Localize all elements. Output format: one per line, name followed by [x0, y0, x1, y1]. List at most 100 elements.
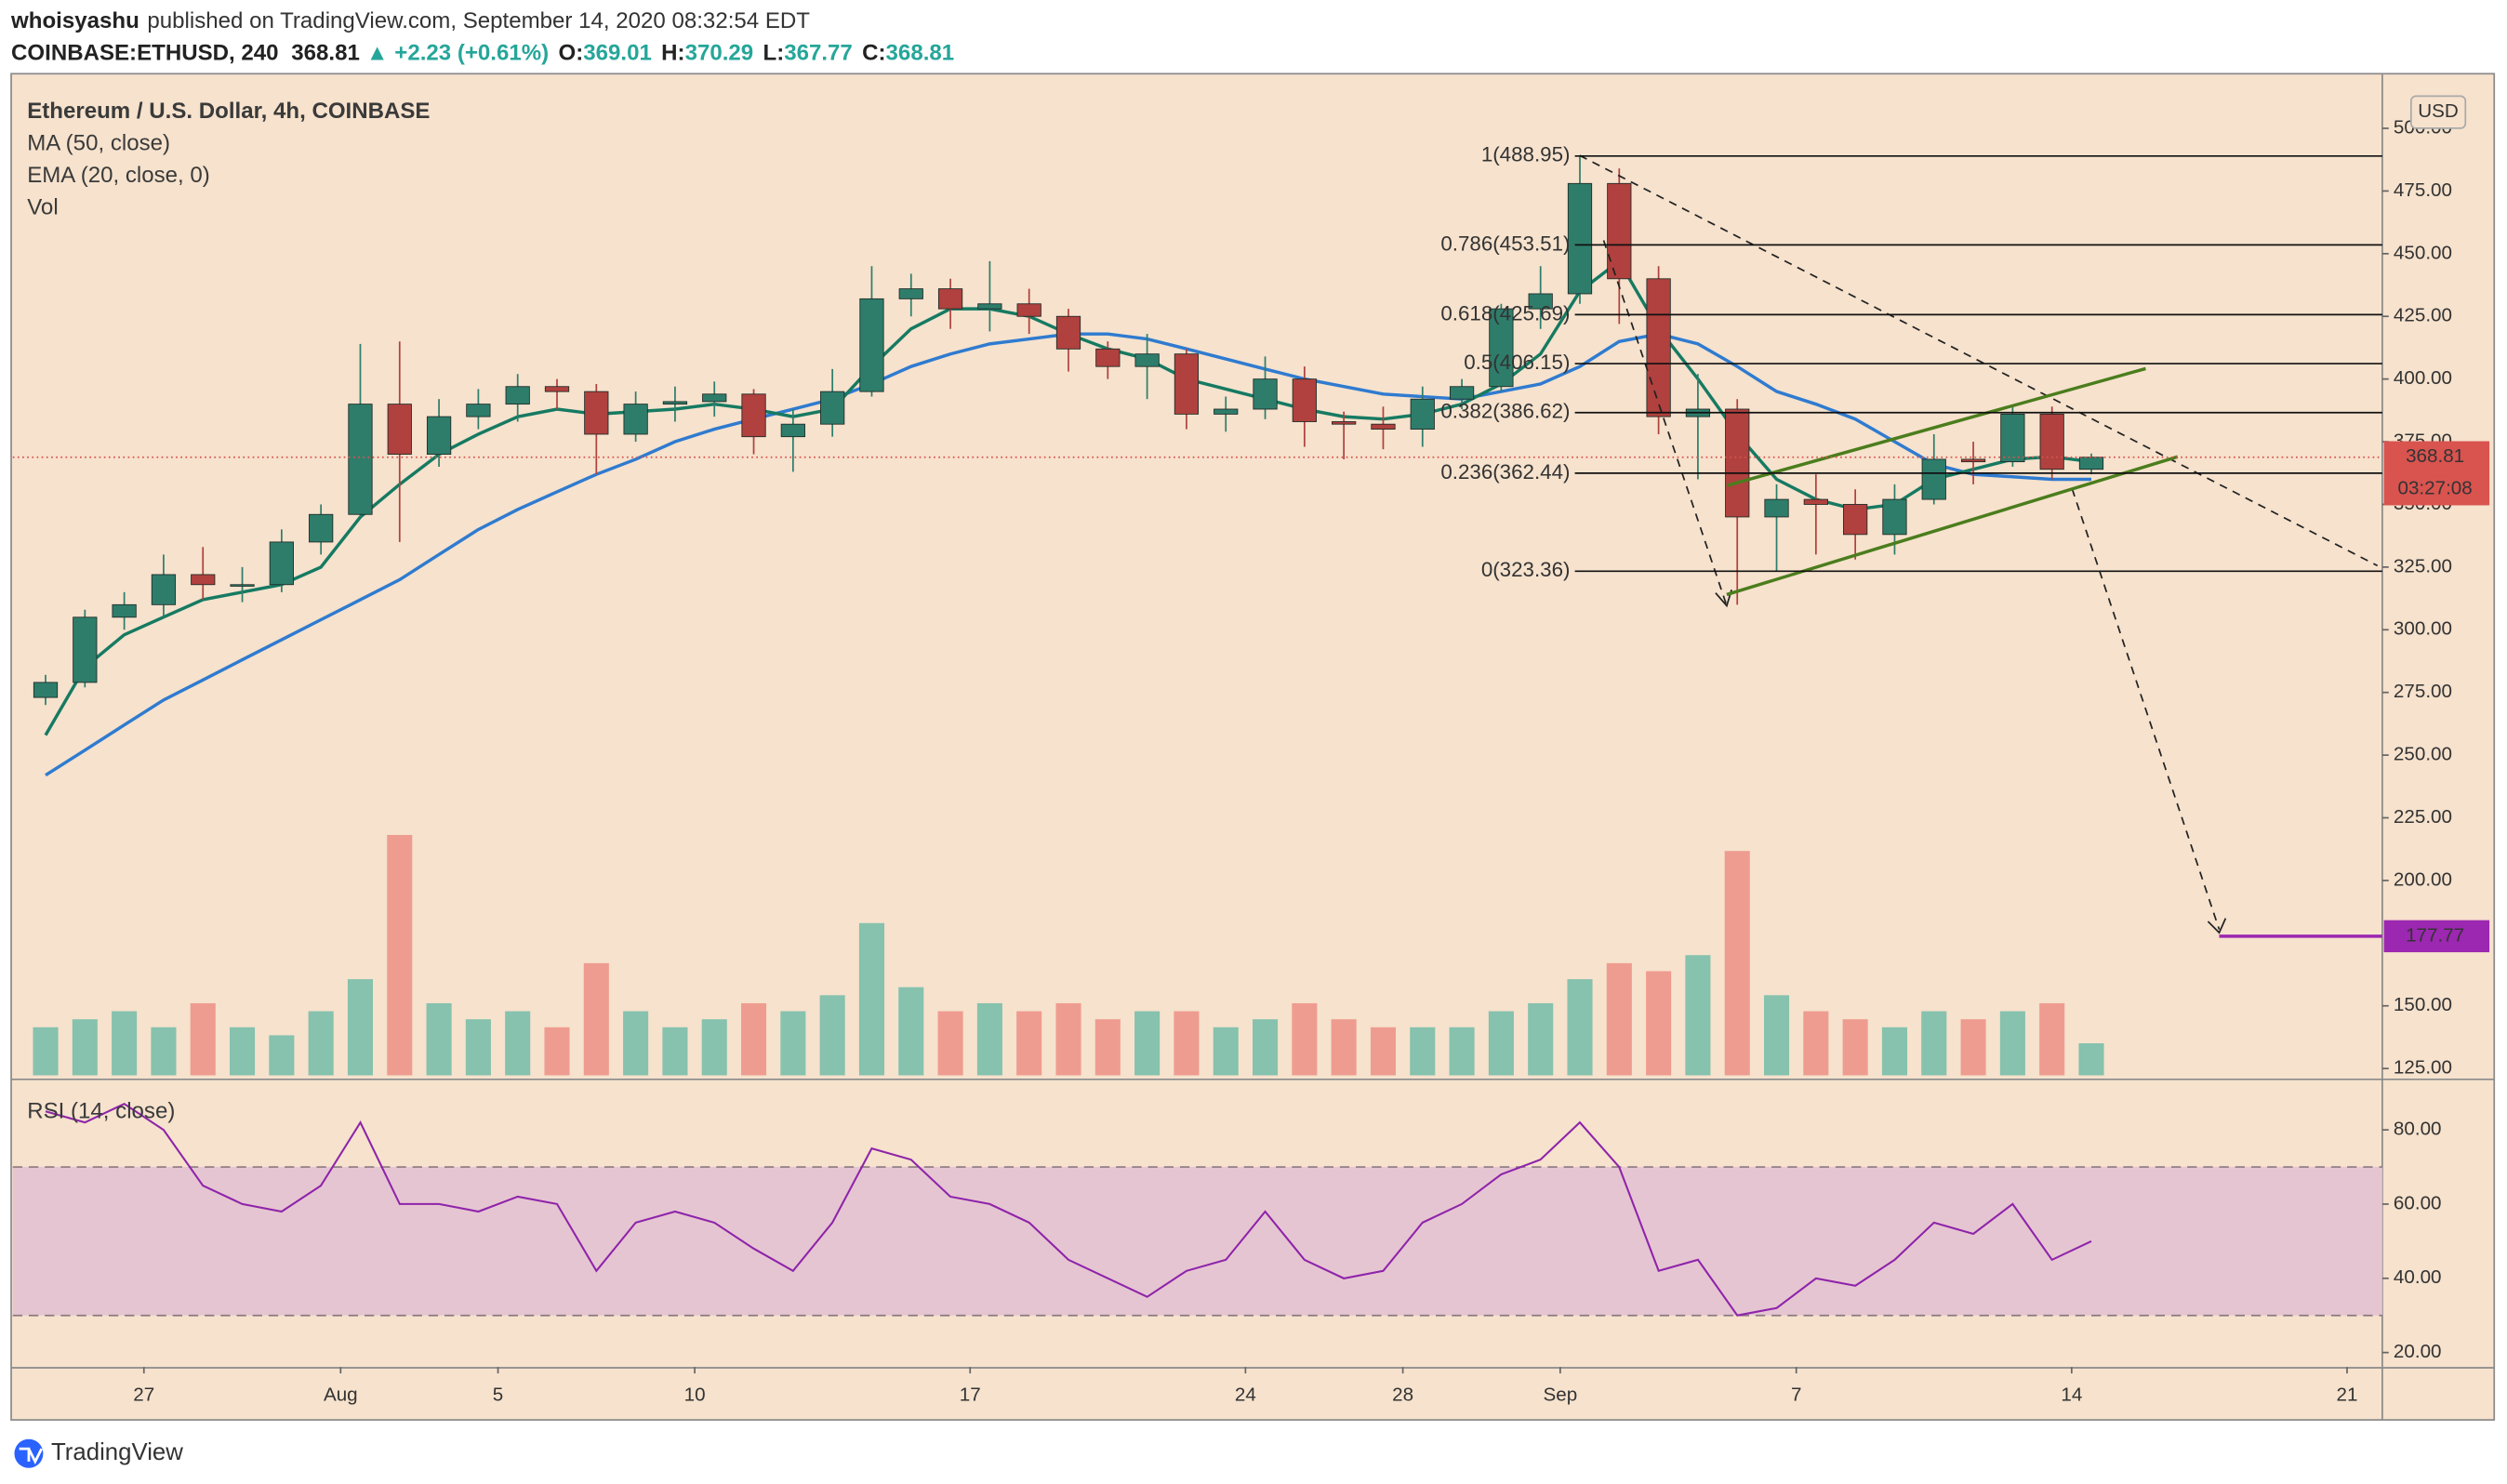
countdown-label: 03:27:08 [2397, 478, 2472, 499]
volume-bar [308, 1011, 334, 1076]
ohlc-label: C: [862, 41, 885, 66]
volume-bar [662, 1027, 688, 1076]
y-tick-label: 275.00 [2394, 681, 2452, 702]
volume-bar [1567, 979, 1593, 1076]
volume-bar [1685, 955, 1711, 1076]
y-tick-label: 250.00 [2394, 744, 2452, 765]
x-tick-label: 28 [1392, 1385, 1413, 1406]
candle-body [584, 391, 609, 435]
fib-label: 0.618(425.69) [1440, 301, 1570, 325]
author: whoisyashu [10, 8, 139, 33]
candle-body [1489, 308, 1514, 388]
volume-bar [1292, 1002, 1318, 1076]
x-tick-label: 24 [1235, 1385, 1256, 1406]
volume-bar [269, 1035, 295, 1076]
candle-body [1449, 386, 1475, 400]
volume-bar [33, 1027, 59, 1076]
symbol: COINBASE:ETHUSD, 240 [11, 41, 278, 66]
currency: USD [2418, 100, 2459, 122]
logo-mark [19, 1447, 43, 1464]
axes: 125.00 150.00 200.00 225.00 250.00 275.00 300.… [12, 116, 2490, 1406]
candle-body [466, 404, 491, 417]
projection-line [1602, 240, 1728, 606]
volume-bar [780, 1011, 806, 1076]
volume-bar [1370, 1027, 1396, 1076]
last-price-label: 368.81 [2406, 445, 2464, 467]
candle-body [1410, 398, 1435, 431]
fib-label: 0.236(362.44) [1440, 460, 1570, 484]
trend-line [1579, 154, 2379, 567]
legend-ma: MA (50, close) [27, 130, 170, 155]
candle-body [230, 584, 255, 587]
rsi-line [45, 1102, 2092, 1317]
rsi-tick-label: 20.00 [2394, 1341, 2442, 1362]
y-tick-label: 150.00 [2394, 994, 2452, 1015]
volume-bar [741, 1002, 767, 1076]
target-box [2383, 920, 2490, 953]
volume-bar [1960, 1019, 1986, 1076]
volume-bar [1252, 1019, 1279, 1076]
volume-bar [1842, 1019, 1868, 1076]
legend-rsi: RSI (14, close) [27, 1098, 175, 1123]
candle-body [2078, 457, 2104, 470]
volume-bar [1016, 1011, 1042, 1076]
y-tick-label: 450.00 [2394, 242, 2452, 263]
last-price-box [2383, 441, 2490, 473]
volume-bar [1094, 1019, 1121, 1076]
volume-bar [1174, 1011, 1200, 1076]
volume-bar [1999, 1011, 2025, 1076]
candle-body [1332, 421, 1357, 425]
price: 368.81 [291, 41, 360, 66]
volume-bar [937, 1011, 963, 1076]
ohlc-label: L: [763, 41, 784, 66]
y-tick-label: 400.00 [2394, 367, 2452, 389]
candle-body [505, 386, 530, 405]
x-tick-label: Sep [1543, 1385, 1577, 1406]
candle-body [1134, 353, 1160, 367]
fib-label: 0.382(386.62) [1440, 400, 1570, 423]
y-tick-label: 475.00 [2394, 179, 2452, 201]
brand: TradingView [51, 1439, 183, 1465]
volume-bar [1921, 1011, 1947, 1076]
volume-bar [898, 987, 924, 1076]
arrow-head [2207, 918, 2227, 934]
volume-bar [1134, 1011, 1161, 1076]
ohlc-label: H: [661, 41, 684, 66]
legend-ema: EMA (20, close, 0) [27, 163, 210, 188]
volume-bar [1488, 1011, 1514, 1076]
candle-body [1174, 353, 1200, 415]
candle-body [741, 393, 766, 438]
volume-bar [2039, 1002, 2065, 1076]
candle-body [112, 603, 137, 618]
candle-body [1528, 293, 1553, 310]
volume-bar [701, 1019, 727, 1076]
volume-bar [544, 1027, 570, 1076]
candle-body [702, 393, 727, 403]
x-tick-label: 14 [2061, 1385, 2082, 1406]
candle-body [1016, 303, 1041, 317]
ohlc-value: 367.77 [784, 41, 853, 66]
rsi-tick-label: 60.00 [2394, 1192, 2442, 1213]
candle-body [1960, 458, 1986, 463]
volume-bar [190, 1002, 216, 1076]
candle-body [1803, 498, 1828, 505]
x-tick-label: 5 [493, 1385, 503, 1406]
fib-label: 0(323.36) [1481, 558, 1571, 581]
volume-bar [1606, 962, 1632, 1076]
volume-bar [858, 922, 885, 1076]
candle-body [1921, 458, 1946, 500]
volume-bar [1646, 971, 1672, 1076]
candle-body [387, 404, 412, 455]
candle-layer [33, 155, 2104, 706]
volume-bar [1410, 1027, 1436, 1076]
candle-body [1214, 408, 1239, 415]
volume-bar [387, 834, 413, 1076]
fib-label: 0.786(453.51) [1440, 232, 1570, 255]
candle-body [623, 404, 648, 435]
y-tick-label: 300.00 [2394, 618, 2452, 640]
ohlc-value: 370.29 [685, 41, 754, 66]
currency-box [2409, 95, 2467, 129]
published: published on TradingView.com, September … [147, 8, 810, 33]
volume-bar [976, 1002, 1002, 1076]
